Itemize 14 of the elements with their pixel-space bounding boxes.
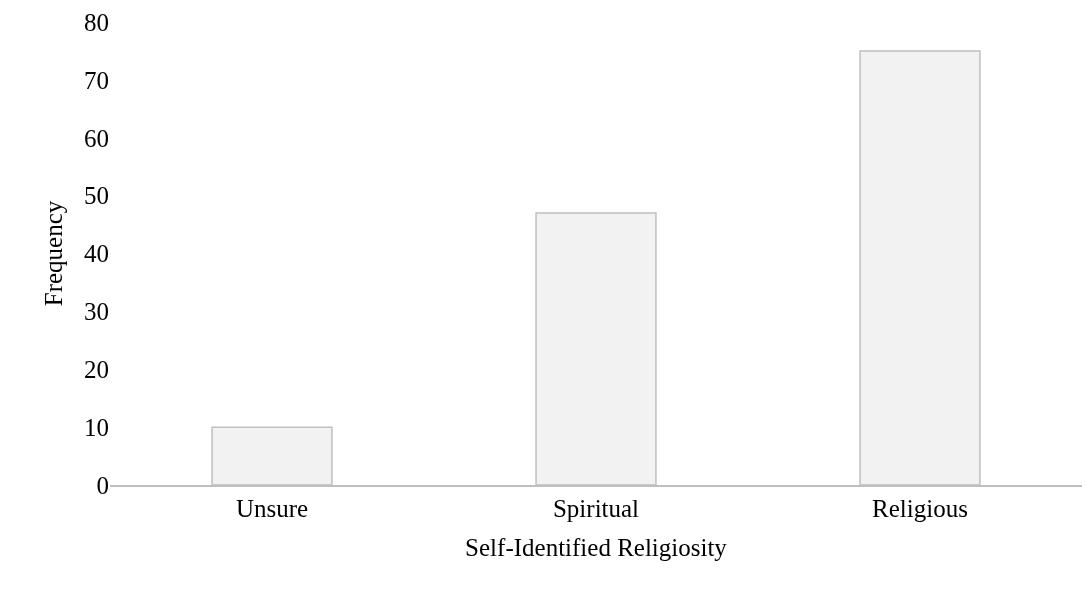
y-tick-label: 60 xyxy=(84,124,109,152)
y-tick-label: 50 xyxy=(84,182,109,210)
y-axis-title: Frequency xyxy=(39,200,67,307)
x-tick-label: Religious xyxy=(872,494,968,522)
y-tick-label: 20 xyxy=(84,356,109,383)
y-tick-label: 0 xyxy=(96,471,109,499)
x-tick-label: Unsure xyxy=(235,494,309,522)
y-tick-label: 10 xyxy=(84,413,109,441)
y-tick-label: 80 xyxy=(84,8,109,36)
y-tick-label: 70 xyxy=(84,66,109,94)
y-tick-label: 30 xyxy=(84,298,109,326)
x-tick-label: Spiritual xyxy=(552,494,640,522)
x-axis-title: Self-Identified Religiosity xyxy=(465,534,728,562)
y-tick-label: 40 xyxy=(84,240,109,268)
